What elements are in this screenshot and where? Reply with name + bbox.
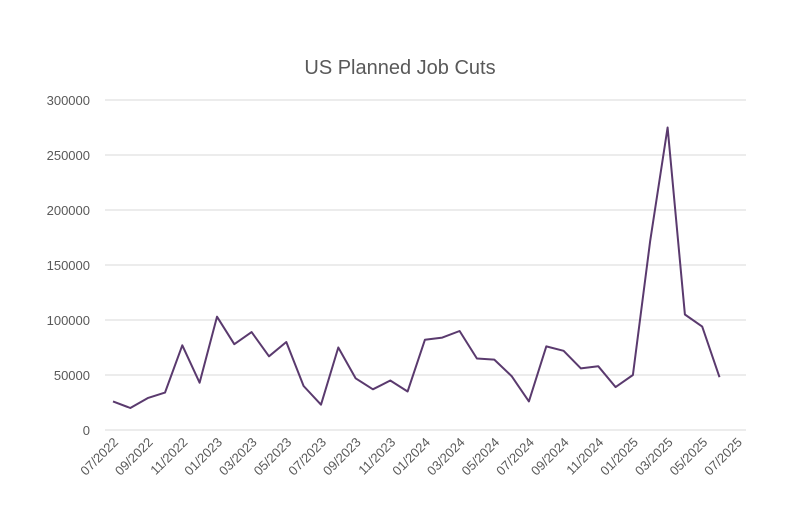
x-tick-label: 03/2025 [632,435,676,479]
data-point [527,399,531,403]
data-point [510,374,514,378]
x-tick-label: 05/2024 [459,435,503,479]
data-point [631,373,635,377]
data-point [492,358,496,362]
data-point [111,399,115,403]
series-line [112,126,721,409]
data-point [458,329,462,333]
y-tick-label: 300000 [47,93,90,108]
data-point [440,336,444,340]
y-tick-label: 0 [83,423,90,438]
data-point [718,375,722,379]
chart-title: US Planned Job Cuts [304,57,495,79]
data-point [215,315,219,319]
x-tick-label: 05/2025 [667,435,711,479]
data-point [388,379,392,383]
x-tick-label: 05/2023 [251,435,295,479]
x-tick-label: 09/2024 [528,435,572,479]
data-point [700,325,704,329]
x-tick-label: 01/2024 [389,435,433,479]
data-point [250,330,254,334]
data-point [180,343,184,347]
data-point [128,406,132,410]
data-point [371,387,375,391]
x-tick-label: 07/2023 [285,435,329,479]
data-point [666,126,670,130]
data-point [232,342,236,346]
data-point [319,403,323,407]
data-point [614,385,618,389]
gridlines [105,99,746,431]
data-point [146,396,150,400]
x-axis-ticks: 07/202209/202211/202201/202303/202305/20… [77,435,745,479]
y-axis-ticks: 0 50000 100000 150000 200000 250000 300000 [47,93,90,438]
data-point [544,344,548,348]
x-tick-label: 07/2022 [77,435,121,479]
x-tick-label: 03/2024 [424,435,468,479]
data-point [423,338,427,342]
x-tick-label: 09/2023 [320,435,364,479]
x-tick-label: 01/2025 [597,435,641,479]
x-tick-label: 03/2023 [216,435,260,479]
y-tick-label: 200000 [47,203,90,218]
x-tick-label: 07/2024 [493,435,537,479]
y-tick-label: 150000 [47,258,90,273]
data-point [683,313,687,317]
series-layer [111,126,722,410]
y-tick-label: 250000 [47,148,90,163]
data-point [163,391,167,395]
y-tick-label: 100000 [47,313,90,328]
data-point [354,376,358,380]
data-point [284,340,288,344]
x-tick-label: 09/2022 [112,435,156,479]
data-point [267,354,271,358]
data-point [336,346,340,350]
data-point [302,384,306,388]
y-tick-label: 50000 [54,368,90,383]
data-point [562,349,566,353]
data-point [648,239,652,243]
data-point [579,366,583,370]
data-point [475,357,479,361]
x-tick-label: 07/2025 [701,435,745,479]
data-point [198,381,202,385]
data-point [406,390,410,394]
x-tick-label: 01/2023 [181,435,225,479]
data-point [596,364,600,368]
